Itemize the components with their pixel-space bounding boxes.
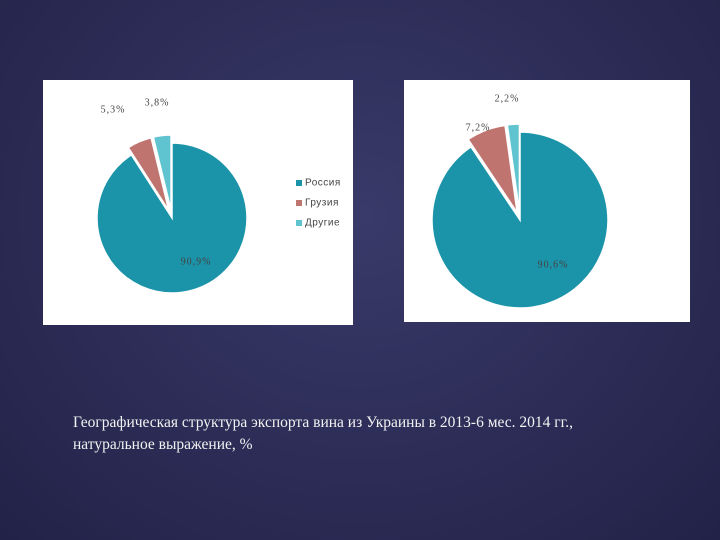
value-label: 90,9% xyxy=(181,256,212,267)
pie-slice xyxy=(431,131,609,309)
pie-slice xyxy=(152,134,172,211)
pie-slice xyxy=(467,124,518,213)
legend-swatch xyxy=(296,180,302,186)
pie-slice xyxy=(506,123,521,213)
caption: Географическая структура экспорта вина и… xyxy=(73,414,574,453)
pie-slice xyxy=(96,142,248,294)
legend-swatch xyxy=(296,220,302,226)
legend-label: Грузия xyxy=(305,198,339,209)
pie-slice xyxy=(127,136,170,212)
legend-label: Россия xyxy=(305,178,341,189)
value-label: 7,2% xyxy=(466,122,491,133)
value-label: 3,8% xyxy=(145,97,170,108)
value-label: 90,6% xyxy=(538,259,569,270)
legend-swatch xyxy=(296,200,302,206)
value-label: 2,2% xyxy=(495,93,520,104)
legend-label: Другие xyxy=(305,218,340,229)
value-label: 5,3% xyxy=(101,104,126,115)
